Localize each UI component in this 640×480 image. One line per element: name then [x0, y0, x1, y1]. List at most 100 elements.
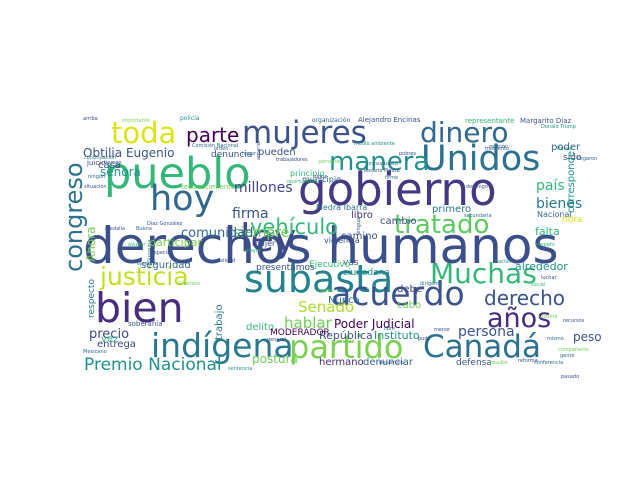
word-cloud-word: persona [458, 324, 515, 340]
word-cloud-word: juicio [86, 159, 105, 167]
word-cloud-word: Canadá [423, 329, 541, 365]
word-cloud-word: Nunca [328, 295, 360, 306]
word-cloud-word: organización [312, 117, 350, 124]
word-cloud-word: firma [232, 206, 269, 222]
word-cloud-word: República [319, 329, 373, 342]
word-cloud-word: medalla [105, 226, 125, 232]
word-cloud-word: subasta [244, 257, 393, 301]
word-cloud-word: años [487, 303, 551, 334]
word-cloud-word: Premio Nacional [84, 355, 222, 375]
word-cloud-word: precio [89, 327, 129, 342]
word-cloud-word: pasado [561, 374, 579, 380]
word-cloud-word: mismo [547, 336, 564, 342]
word-cloud-word: hoy [150, 179, 214, 219]
word-cloud-word: policía [180, 115, 200, 122]
word-cloud-word: pueden [258, 147, 296, 158]
word-cloud-word: personas [319, 159, 342, 165]
word-cloud-word: oportunidad [287, 179, 317, 185]
word-cloud-word: ayudar [128, 242, 146, 248]
word-cloud-word: ciudadana [343, 268, 390, 278]
word-cloud-word: sigue [314, 174, 327, 180]
word-cloud-word: gente [560, 353, 574, 359]
word-cloud-word: millones [234, 180, 293, 196]
word-cloud-word: lengua [356, 218, 362, 235]
word-cloud-word: presentamos [256, 263, 315, 273]
word-cloud-word: primero [432, 204, 471, 215]
word-cloud-word: momento [485, 146, 509, 152]
word-cloud-word: MODERADOR [270, 328, 330, 338]
word-cloud-word: denuncia [211, 150, 252, 160]
word-cloud-word: anterior [256, 139, 262, 160]
word-cloud-word: Unidos [421, 139, 540, 179]
word-cloud-word: peso [573, 330, 602, 344]
word-cloud-word: nación [495, 258, 512, 265]
word-cloud-word: libro [351, 210, 373, 221]
word-cloud-word: ejemplo [137, 261, 157, 267]
word-cloud-word: indígena [151, 326, 294, 365]
word-cloud-word: respecto [87, 279, 97, 318]
word-cloud-word: menor [434, 327, 451, 333]
word-cloud-word: defensa [456, 358, 492, 368]
word-cloud-word: reconocimiento [181, 183, 235, 191]
word-cloud-word: partido [289, 328, 403, 366]
word-cloud-word: Obtilia Eugenio [83, 146, 174, 160]
word-cloud-word: manera [329, 147, 429, 177]
word-cloud-word: presupuesto [367, 161, 398, 167]
word-cloud-word: bien [95, 284, 184, 332]
word-cloud-word: Buena [136, 226, 152, 232]
word-cloud-word: vehículo [250, 215, 338, 239]
word-cloud-word: orden [214, 146, 228, 152]
word-cloud-word: postura [252, 352, 298, 366]
word-cloud-word: falta [535, 225, 560, 238]
word-cloud-word: respeto [536, 242, 555, 248]
word-cloud-word: gobierno [298, 163, 497, 216]
word-cloud-word: seguridad [141, 260, 191, 271]
word-cloud-word: dinero [420, 116, 509, 149]
word-cloud-word: luchar [541, 275, 558, 281]
word-cloud-word: libre [384, 326, 395, 332]
word-cloud-word: Piedra Ibarra [316, 203, 367, 212]
word-cloud-word: sentencia [228, 366, 252, 372]
word-cloud-word: trabajo [214, 304, 225, 340]
word-cloud-word: camino [341, 231, 378, 242]
word-cloud-word: soberanía [128, 320, 163, 328]
word-cloud-word: compañeros [558, 347, 589, 353]
word-cloud-word: hacer [242, 151, 257, 157]
word-cloud-word: Rafael [557, 146, 573, 152]
word-cloud-word: cabo [397, 300, 421, 311]
word-cloud-word: casa [98, 160, 121, 171]
word-cloud-word: Nacional [537, 210, 572, 219]
word-cloud-word: alrededor [515, 260, 568, 273]
word-cloud-word: acuerdo [331, 274, 465, 313]
word-cloud-word: congreso [60, 162, 88, 272]
word-cloud-word: país [536, 178, 565, 194]
word-cloud-word: vas [343, 258, 359, 268]
word-cloud-word: señora [100, 165, 141, 179]
word-cloud-word: víctima [539, 313, 557, 320]
word-cloud-word: participar [149, 236, 202, 249]
word-cloud-word: conferencia [534, 360, 563, 366]
word-cloud-word: nuevo [318, 288, 333, 294]
word-cloud-word: vez [101, 334, 118, 345]
word-cloud-word: ley [240, 216, 296, 260]
word-cloud-word: entrega [97, 339, 136, 350]
word-cloud-word: corresponde [566, 151, 577, 213]
word-cloud-word: resulta [490, 360, 507, 366]
word-cloud-word: ningún [88, 173, 105, 180]
word-cloud-word: llegaron [577, 156, 597, 162]
word-cloud-word: Mexicano [83, 349, 107, 355]
word-cloud-word: Alejandro Encinas [358, 116, 421, 124]
word-cloud-word: trabajadores [276, 157, 308, 163]
word-cloud-word: Instituto [374, 329, 420, 342]
word-cloud-word: realidad [215, 258, 235, 264]
word-cloud-word: mujeres [242, 115, 367, 151]
word-cloud-word: Comisión Nacional [192, 142, 238, 149]
word-cloud-word: Rosario Piedra [364, 168, 400, 174]
word-cloud-word: desarrollo [379, 360, 404, 366]
word-cloud-word: recursos [563, 318, 585, 324]
word-cloud-word: Ejecutivo [309, 260, 351, 270]
word-cloud-word: parte [186, 123, 239, 147]
word-cloud-word: bienes [536, 196, 582, 212]
word-cloud-word: Suprema [147, 240, 153, 262]
